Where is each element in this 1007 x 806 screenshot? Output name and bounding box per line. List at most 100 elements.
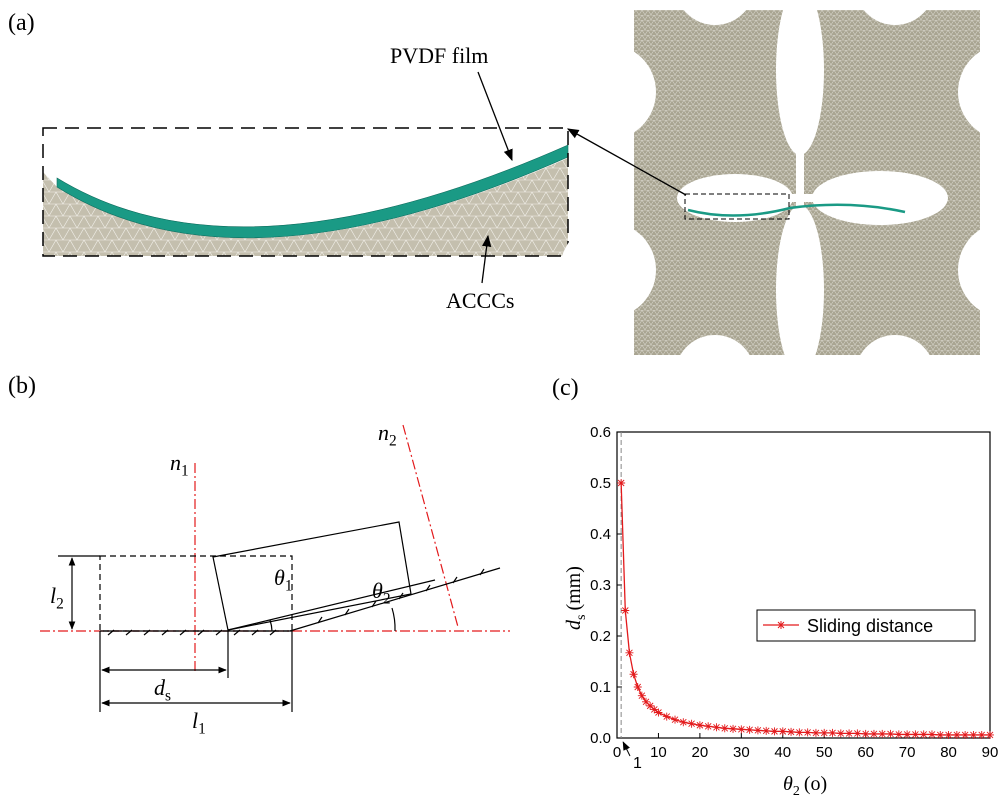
substrate <box>43 158 568 256</box>
data-point <box>779 727 787 735</box>
data-point <box>953 731 961 739</box>
data-point <box>804 728 812 736</box>
y-tick-label: 0.6 <box>590 424 611 441</box>
data-point <box>903 730 911 738</box>
symbol-subscript: 2 <box>793 784 800 799</box>
symbol-label: ds(mm) <box>563 566 589 630</box>
symbol-base: θ <box>783 773 793 795</box>
data-point <box>712 723 720 731</box>
data-point <box>704 722 712 730</box>
data-point <box>795 728 803 736</box>
data-point <box>762 727 770 735</box>
data-point <box>654 709 662 717</box>
y-tick-label: 0.2 <box>590 628 611 645</box>
mesh-structure <box>560 0 1007 415</box>
data-point <box>878 730 886 738</box>
data-line <box>621 483 990 735</box>
data-point <box>638 692 646 700</box>
data-point <box>845 729 853 737</box>
data-point <box>630 670 638 678</box>
symbol-subscript: 1 <box>181 463 189 480</box>
symbol-base: θ <box>372 578 383 603</box>
symbol-label: n1 <box>170 450 189 480</box>
arrow <box>623 742 630 756</box>
symbol-subscript: 2 <box>383 591 391 608</box>
data-point <box>625 649 633 657</box>
data-point <box>895 730 903 738</box>
panel-label: (a) <box>8 10 35 36</box>
data-point <box>754 726 762 734</box>
data-point <box>737 725 745 733</box>
annotation: ACCCs <box>446 288 514 313</box>
data-point <box>671 716 679 724</box>
data-point <box>945 731 953 739</box>
y-tick-label: 0.0 <box>590 730 611 747</box>
symbol-subscript: s <box>165 688 171 705</box>
y-tick-label: 0.5 <box>590 475 611 492</box>
plot-frame <box>617 432 990 738</box>
data-point <box>936 731 944 739</box>
legend-marker <box>777 621 785 629</box>
symbol-subscript: s <box>574 615 589 620</box>
data-point <box>812 729 820 737</box>
data-point <box>870 730 878 738</box>
x-tick-label: 60 <box>857 744 874 761</box>
data-point <box>986 731 994 739</box>
data-point <box>969 731 977 739</box>
data-point <box>837 729 845 737</box>
data-point <box>978 731 986 739</box>
symbol-subscript: 2 <box>389 433 397 450</box>
data-point <box>829 729 837 737</box>
x-tick-label: 80 <box>940 744 957 761</box>
data-point <box>787 728 795 736</box>
x-tick-label: 20 <box>692 744 709 761</box>
symbol-subscript: 1 <box>198 721 206 738</box>
data-point <box>920 730 928 738</box>
y-tick-label: 0.1 <box>590 679 611 696</box>
arrow <box>478 72 512 160</box>
panel-label: (b) <box>8 373 36 399</box>
data-point <box>721 724 729 732</box>
y-tick-label: 0.3 <box>590 577 611 594</box>
symbol-label: l1 <box>192 708 206 738</box>
x-tick-label: 50 <box>816 744 833 761</box>
data-point <box>729 725 737 733</box>
symbol-subscript: 2 <box>56 596 64 613</box>
data-point <box>853 729 861 737</box>
data-point <box>961 731 969 739</box>
x-tick-label: 90 <box>982 744 999 761</box>
data-point <box>770 727 778 735</box>
data-point <box>862 730 870 738</box>
reference-label: 1 <box>633 755 642 772</box>
data-point <box>887 730 895 738</box>
panel-label: (c) <box>552 375 579 401</box>
data-point <box>746 726 754 734</box>
symbol-label: l2 <box>50 583 64 613</box>
symbol-label: θ1 <box>274 565 293 595</box>
symbol-base: θ <box>274 565 285 590</box>
symbol-subscript: 1 <box>285 578 293 595</box>
symbol-label: n2 <box>378 420 397 450</box>
data-point <box>688 720 696 728</box>
data-point <box>820 729 828 737</box>
data-point <box>696 721 704 729</box>
x-tick-label: 0 <box>613 744 621 761</box>
data-point <box>911 730 919 738</box>
data-point <box>928 730 936 738</box>
data-point <box>663 713 671 721</box>
symbol-unit: (o) <box>804 773 827 795</box>
y-tick-label: 0.4 <box>590 526 611 543</box>
data-point <box>621 607 629 615</box>
data-point <box>634 683 642 691</box>
data-point <box>679 718 687 726</box>
figure: (a) PVDF film ACCCs (b) (c) n1n2l2θ1θ2ds… <box>0 0 1007 806</box>
symbol-label: θ2 (o) <box>783 773 827 799</box>
x-tick-label: 70 <box>899 744 916 761</box>
symbol-label: ds <box>154 675 171 705</box>
annotation: PVDF film <box>390 43 488 68</box>
symbol-unit: (mm) <box>563 566 585 610</box>
x-tick-label: 30 <box>733 744 750 761</box>
data-point <box>617 479 625 487</box>
symbol-base: n <box>170 450 181 475</box>
x-tick-label: 10 <box>650 744 667 761</box>
